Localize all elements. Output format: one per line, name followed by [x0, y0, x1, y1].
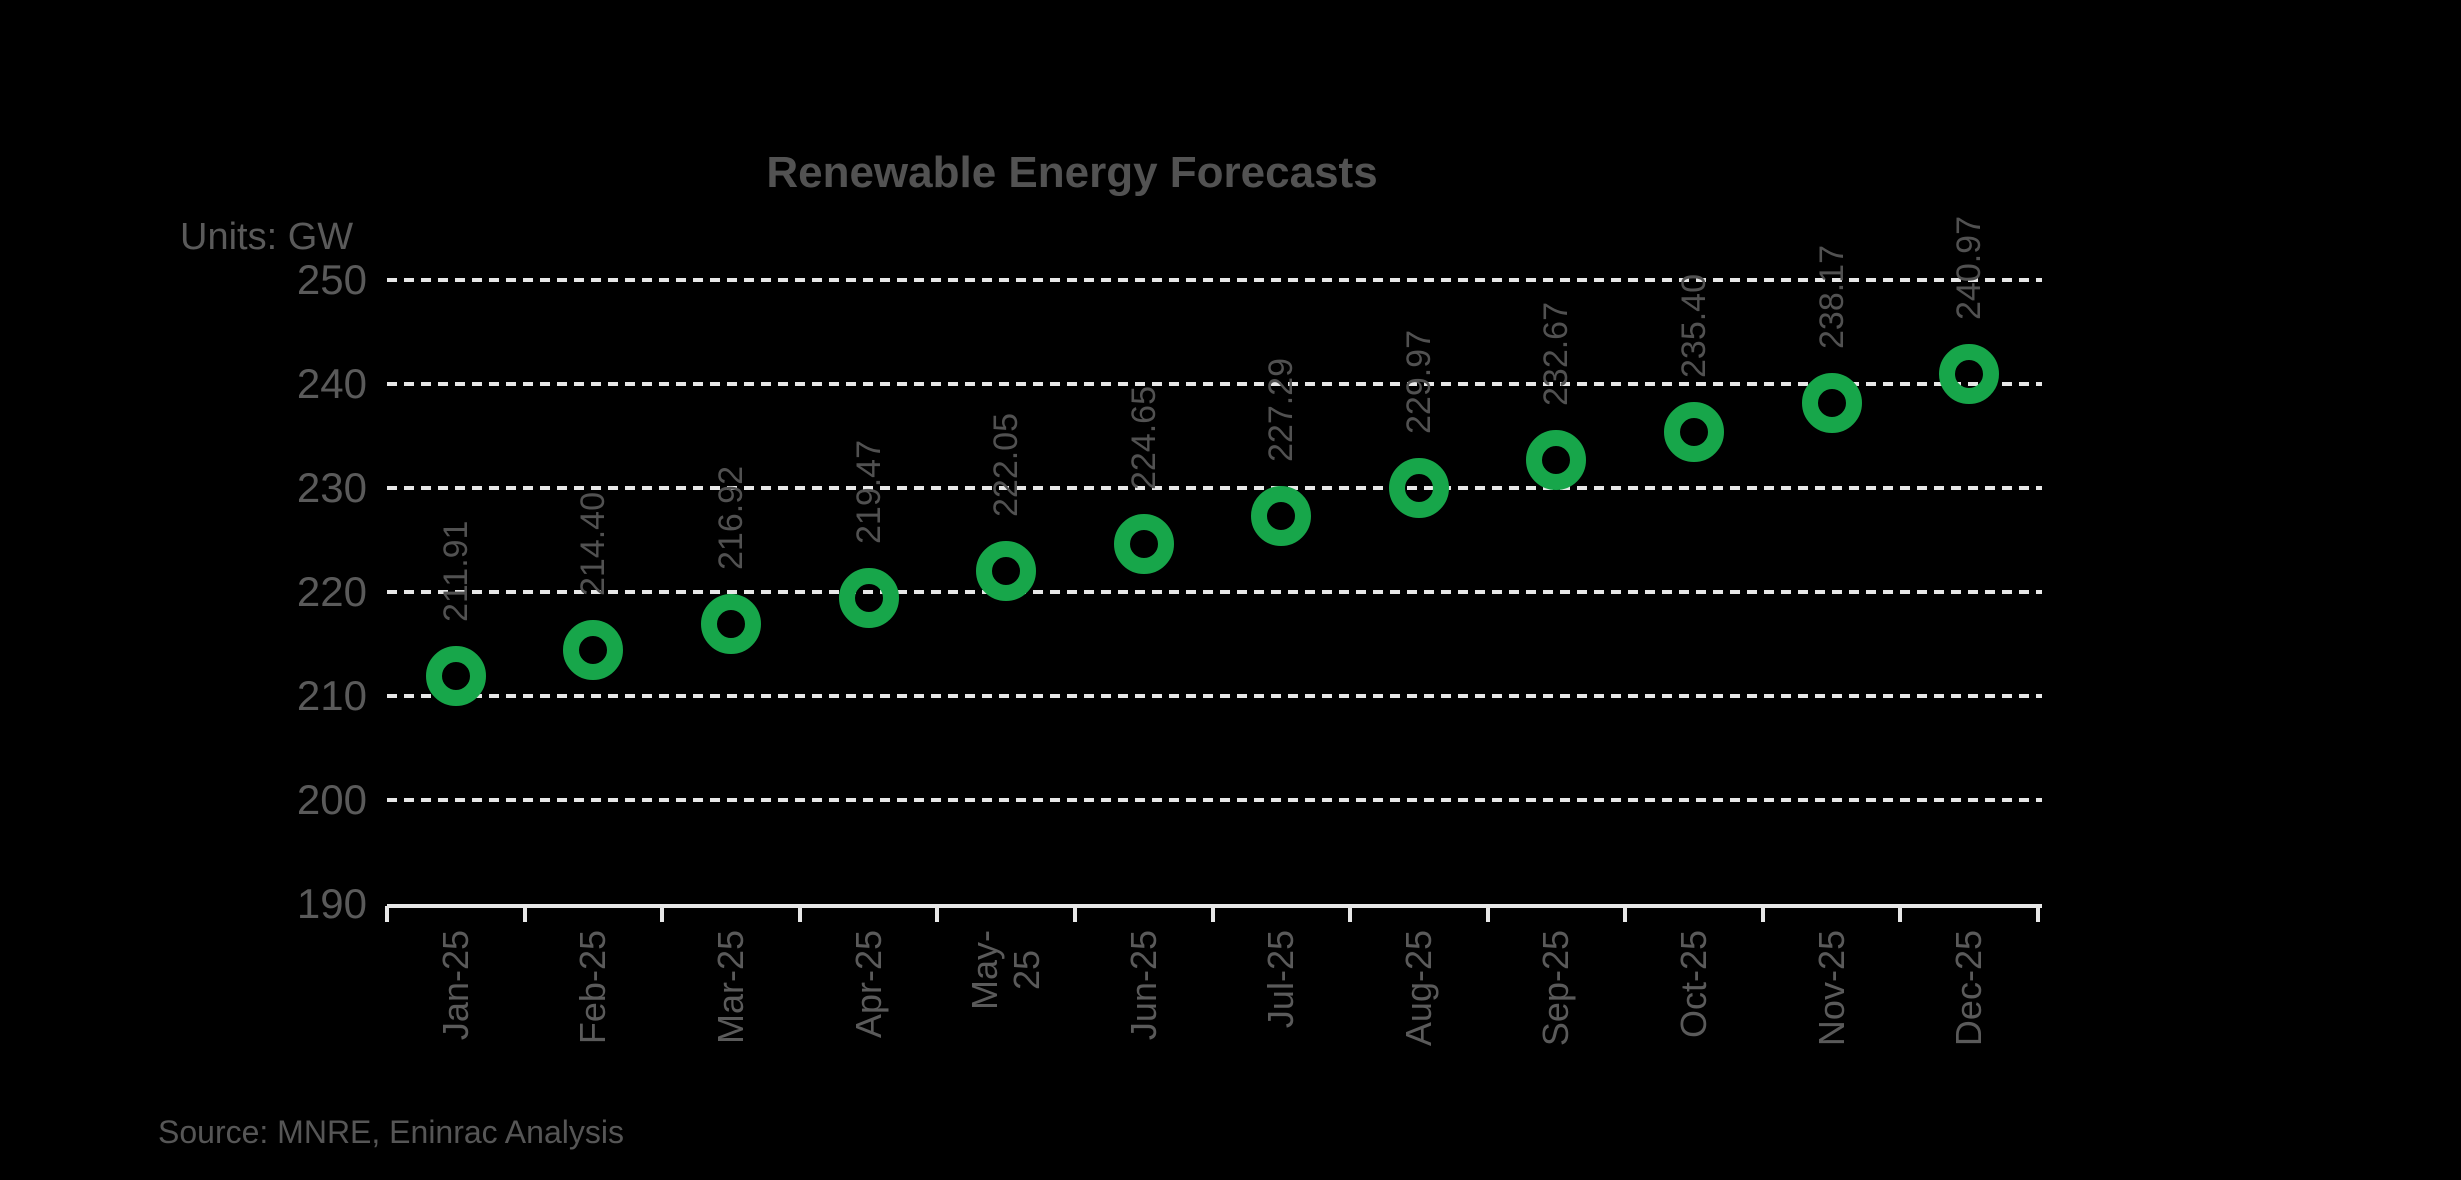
data-point-value-label-text: 216.92: [711, 466, 750, 571]
data-point-value-label: 222.05: [987, 413, 1091, 555]
data-point-value-label-text: 232.67: [1537, 302, 1576, 407]
x-axis-category-label: Jul-25: [1260, 930, 1358, 1028]
data-point-value-label-text: 222.05: [987, 412, 1026, 517]
x-axis-category-label: Sep-25: [1535, 930, 1651, 1046]
data-point-marker: [1664, 401, 1725, 462]
data-point-value-label: 214.40: [574, 492, 678, 634]
x-axis-tick: [1210, 906, 1215, 922]
x-axis-category-label: Apr-25: [848, 930, 956, 1038]
x-axis-category-label: Aug-25: [1398, 930, 1514, 1046]
gridline: [387, 278, 2042, 282]
x-axis-category-label: May- 25: [964, 930, 1047, 1014]
y-axis-tick-label: 200: [296, 776, 367, 823]
y-axis-tick-label: 240: [296, 360, 367, 407]
x-axis-category-label: Jan-25: [435, 930, 545, 1040]
x-axis-tick: [522, 906, 527, 922]
data-point-value-label: 235.40: [1675, 274, 1779, 416]
x-axis-category-label-text: Mar-25: [709, 930, 751, 1045]
x-axis-tick: [1348, 906, 1353, 922]
y-axis-units-label: Units: GW: [180, 216, 354, 258]
gridline: [387, 382, 2042, 386]
x-axis-tick: [385, 906, 389, 922]
x-axis-category-label-text: Aug-25: [1397, 930, 1439, 1047]
data-point-marker: [838, 567, 899, 628]
x-axis-category-label-text: Jul-25: [1260, 930, 1302, 1029]
data-point-value-label: 219.47: [850, 440, 954, 582]
gridline: [387, 486, 2042, 490]
data-point-value-label: 211.91: [437, 521, 538, 660]
x-axis-category-label: Jun-25: [1123, 930, 1233, 1040]
data-point-value-label: 240.97: [1950, 216, 2054, 358]
x-axis-tick: [1485, 906, 1490, 922]
source-note: Source: MNRE, Eninrac Analysis: [158, 1114, 624, 1150]
data-point-value-label-text: 235.40: [1675, 273, 1714, 378]
x-axis-tick: [1623, 906, 1628, 922]
data-point-value-label-text: 211.91: [436, 520, 475, 623]
x-axis-tick: [2036, 906, 2040, 922]
data-point-value-label-text: 238.17: [1812, 245, 1851, 350]
x-axis-tick: [1898, 906, 1903, 922]
y-axis-tick-label: 190: [296, 880, 367, 927]
data-point-value-label: 216.92: [712, 466, 816, 608]
x-axis-category-label-text: Apr-25: [847, 930, 889, 1039]
data-point-value-label-text: 227.29: [1262, 358, 1301, 463]
x-axis-category-label: Mar-25: [710, 930, 824, 1044]
data-point-value-label-text: 229.97: [1399, 330, 1438, 435]
x-axis-category-label-text: Dec-25: [1948, 930, 1990, 1047]
y-axis-tick-label: 230: [296, 464, 367, 511]
x-axis-category-label-text: May- 25: [964, 930, 1048, 1010]
x-axis-tick: [1760, 906, 1765, 922]
x-axis-category-label-text: Sep-25: [1535, 930, 1577, 1047]
x-axis-category-label: Dec-25: [1948, 930, 2064, 1046]
x-axis-category-label: Oct-25: [1673, 930, 1781, 1038]
y-axis-tick-label: 220: [296, 568, 367, 615]
x-axis-category-label-text: Nov-25: [1810, 930, 1852, 1047]
data-point-marker: [1801, 373, 1862, 434]
x-axis-category-label-text: Jan-25: [434, 930, 476, 1041]
y-axis-tick-label: 250: [296, 256, 367, 303]
data-point-value-label-text: 240.97: [1950, 215, 1989, 320]
chart-title: Renewable Energy Forecasts: [766, 148, 1378, 197]
data-point-value-label: 232.67: [1537, 302, 1641, 444]
x-axis-category-label-text: Feb-25: [572, 930, 614, 1045]
data-point-value-label: 229.97: [1400, 330, 1504, 472]
data-point-value-label-text: 224.65: [1124, 385, 1163, 490]
data-point-marker: [976, 540, 1037, 601]
x-axis-line: [387, 904, 2042, 908]
y-axis-tick-label: 210: [296, 672, 367, 719]
gridline: [387, 798, 2042, 802]
gridline: [387, 590, 2042, 594]
data-point-marker: [1113, 513, 1174, 574]
x-axis-tick: [660, 906, 665, 922]
data-point-value-label: 227.29: [1262, 358, 1366, 500]
x-axis-tick: [797, 906, 802, 922]
x-axis-tick: [935, 906, 940, 922]
x-axis-category-label: Feb-25: [572, 930, 686, 1044]
x-axis-category-label-text: Jun-25: [1122, 930, 1164, 1041]
x-axis-category-label-text: Oct-25: [1673, 930, 1715, 1039]
data-point-value-label: 224.65: [1125, 386, 1229, 528]
data-point-value-label-text: 214.40: [574, 492, 613, 597]
data-point-value-label: 238.17: [1813, 245, 1917, 387]
x-axis-tick: [1072, 906, 1077, 922]
data-point-value-label-text: 219.47: [849, 439, 888, 544]
x-axis-category-label: Nov-25: [1811, 930, 1927, 1046]
gridline: [387, 694, 2042, 698]
